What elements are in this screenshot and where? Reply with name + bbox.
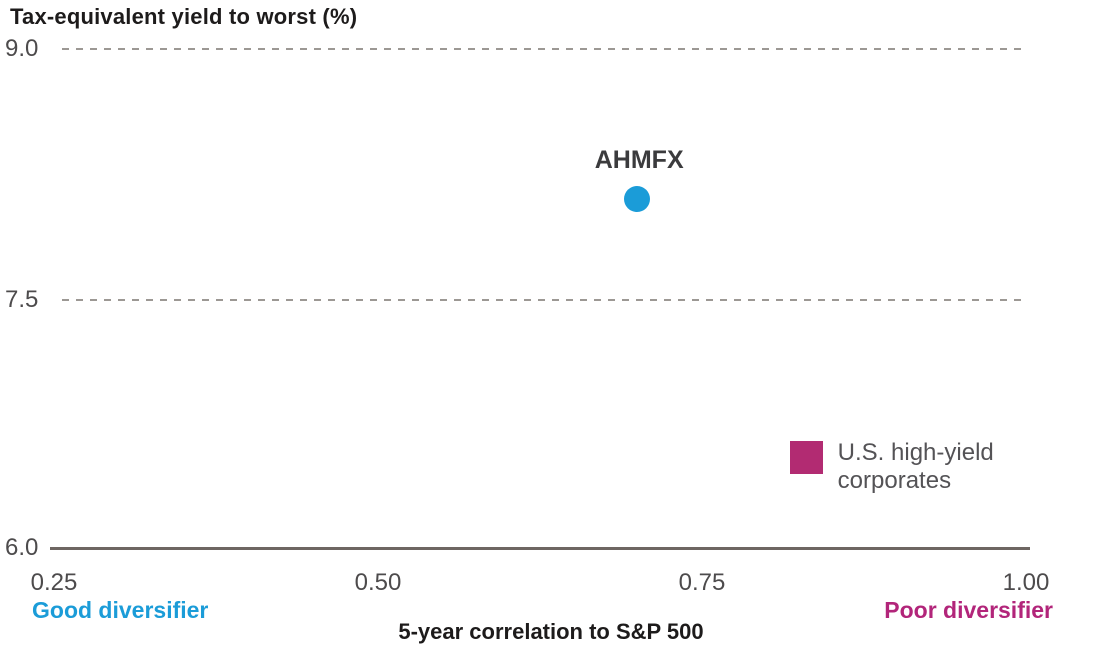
high-yield-label-line-2: corporates (837, 467, 952, 495)
y-tick-7.5: 7.5 (5, 286, 39, 313)
high-yield-label-line-1: U.S. high-yield (837, 439, 994, 467)
x-tick-0.25: 0.25 (30, 569, 78, 596)
annotation-poor-diversifier: Poor diversifier (884, 597, 1053, 623)
y-tick-9.0: 9.0 (5, 35, 39, 62)
x-axis-line (50, 547, 1030, 550)
x-tick-1.00: 1.00 (1002, 569, 1050, 596)
ahmfx-circle-marker (624, 186, 651, 212)
x-tick-0.50: 0.50 (354, 569, 402, 596)
chart-title: Tax-equivalent yield to worst (%) (10, 4, 358, 29)
data-point-high-yield-label: U.S. high-yield corporates (838, 439, 994, 495)
annotation-good-diversifier: Good diversifier (32, 597, 209, 623)
gridline-7.5 (62, 299, 1028, 301)
y-tick-6.0: 6.0 (5, 534, 39, 561)
x-axis-title: 5-year correlation to S&P 500 (398, 619, 704, 644)
x-tick-0.75: 0.75 (678, 569, 726, 596)
high-yield-square-marker (789, 441, 823, 475)
data-point-ahmfx-label: AHMFX (594, 146, 684, 174)
gridline-9.0 (62, 48, 1028, 50)
